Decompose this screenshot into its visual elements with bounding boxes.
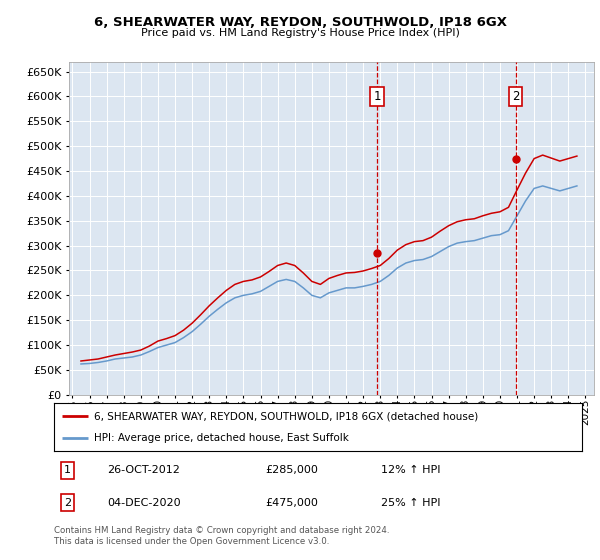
Text: 6, SHEARWATER WAY, REYDON, SOUTHWOLD, IP18 6GX: 6, SHEARWATER WAY, REYDON, SOUTHWOLD, IP…: [94, 16, 506, 29]
Text: 6, SHEARWATER WAY, REYDON, SOUTHWOLD, IP18 6GX (detached house): 6, SHEARWATER WAY, REYDON, SOUTHWOLD, IP…: [94, 411, 478, 421]
Text: HPI: Average price, detached house, East Suffolk: HPI: Average price, detached house, East…: [94, 433, 349, 443]
Text: 04-DEC-2020: 04-DEC-2020: [107, 498, 181, 507]
Text: Contains HM Land Registry data © Crown copyright and database right 2024.
This d: Contains HM Land Registry data © Crown c…: [54, 526, 389, 546]
Text: £475,000: £475,000: [265, 498, 318, 507]
Text: 12% ↑ HPI: 12% ↑ HPI: [382, 465, 441, 475]
Text: 1: 1: [373, 90, 381, 103]
Text: 2: 2: [64, 498, 71, 507]
Text: 2: 2: [512, 90, 520, 103]
Text: 26-OCT-2012: 26-OCT-2012: [107, 465, 179, 475]
Text: Price paid vs. HM Land Registry's House Price Index (HPI): Price paid vs. HM Land Registry's House …: [140, 28, 460, 38]
Text: 1: 1: [64, 465, 71, 475]
Text: 25% ↑ HPI: 25% ↑ HPI: [382, 498, 441, 507]
Text: £285,000: £285,000: [265, 465, 318, 475]
